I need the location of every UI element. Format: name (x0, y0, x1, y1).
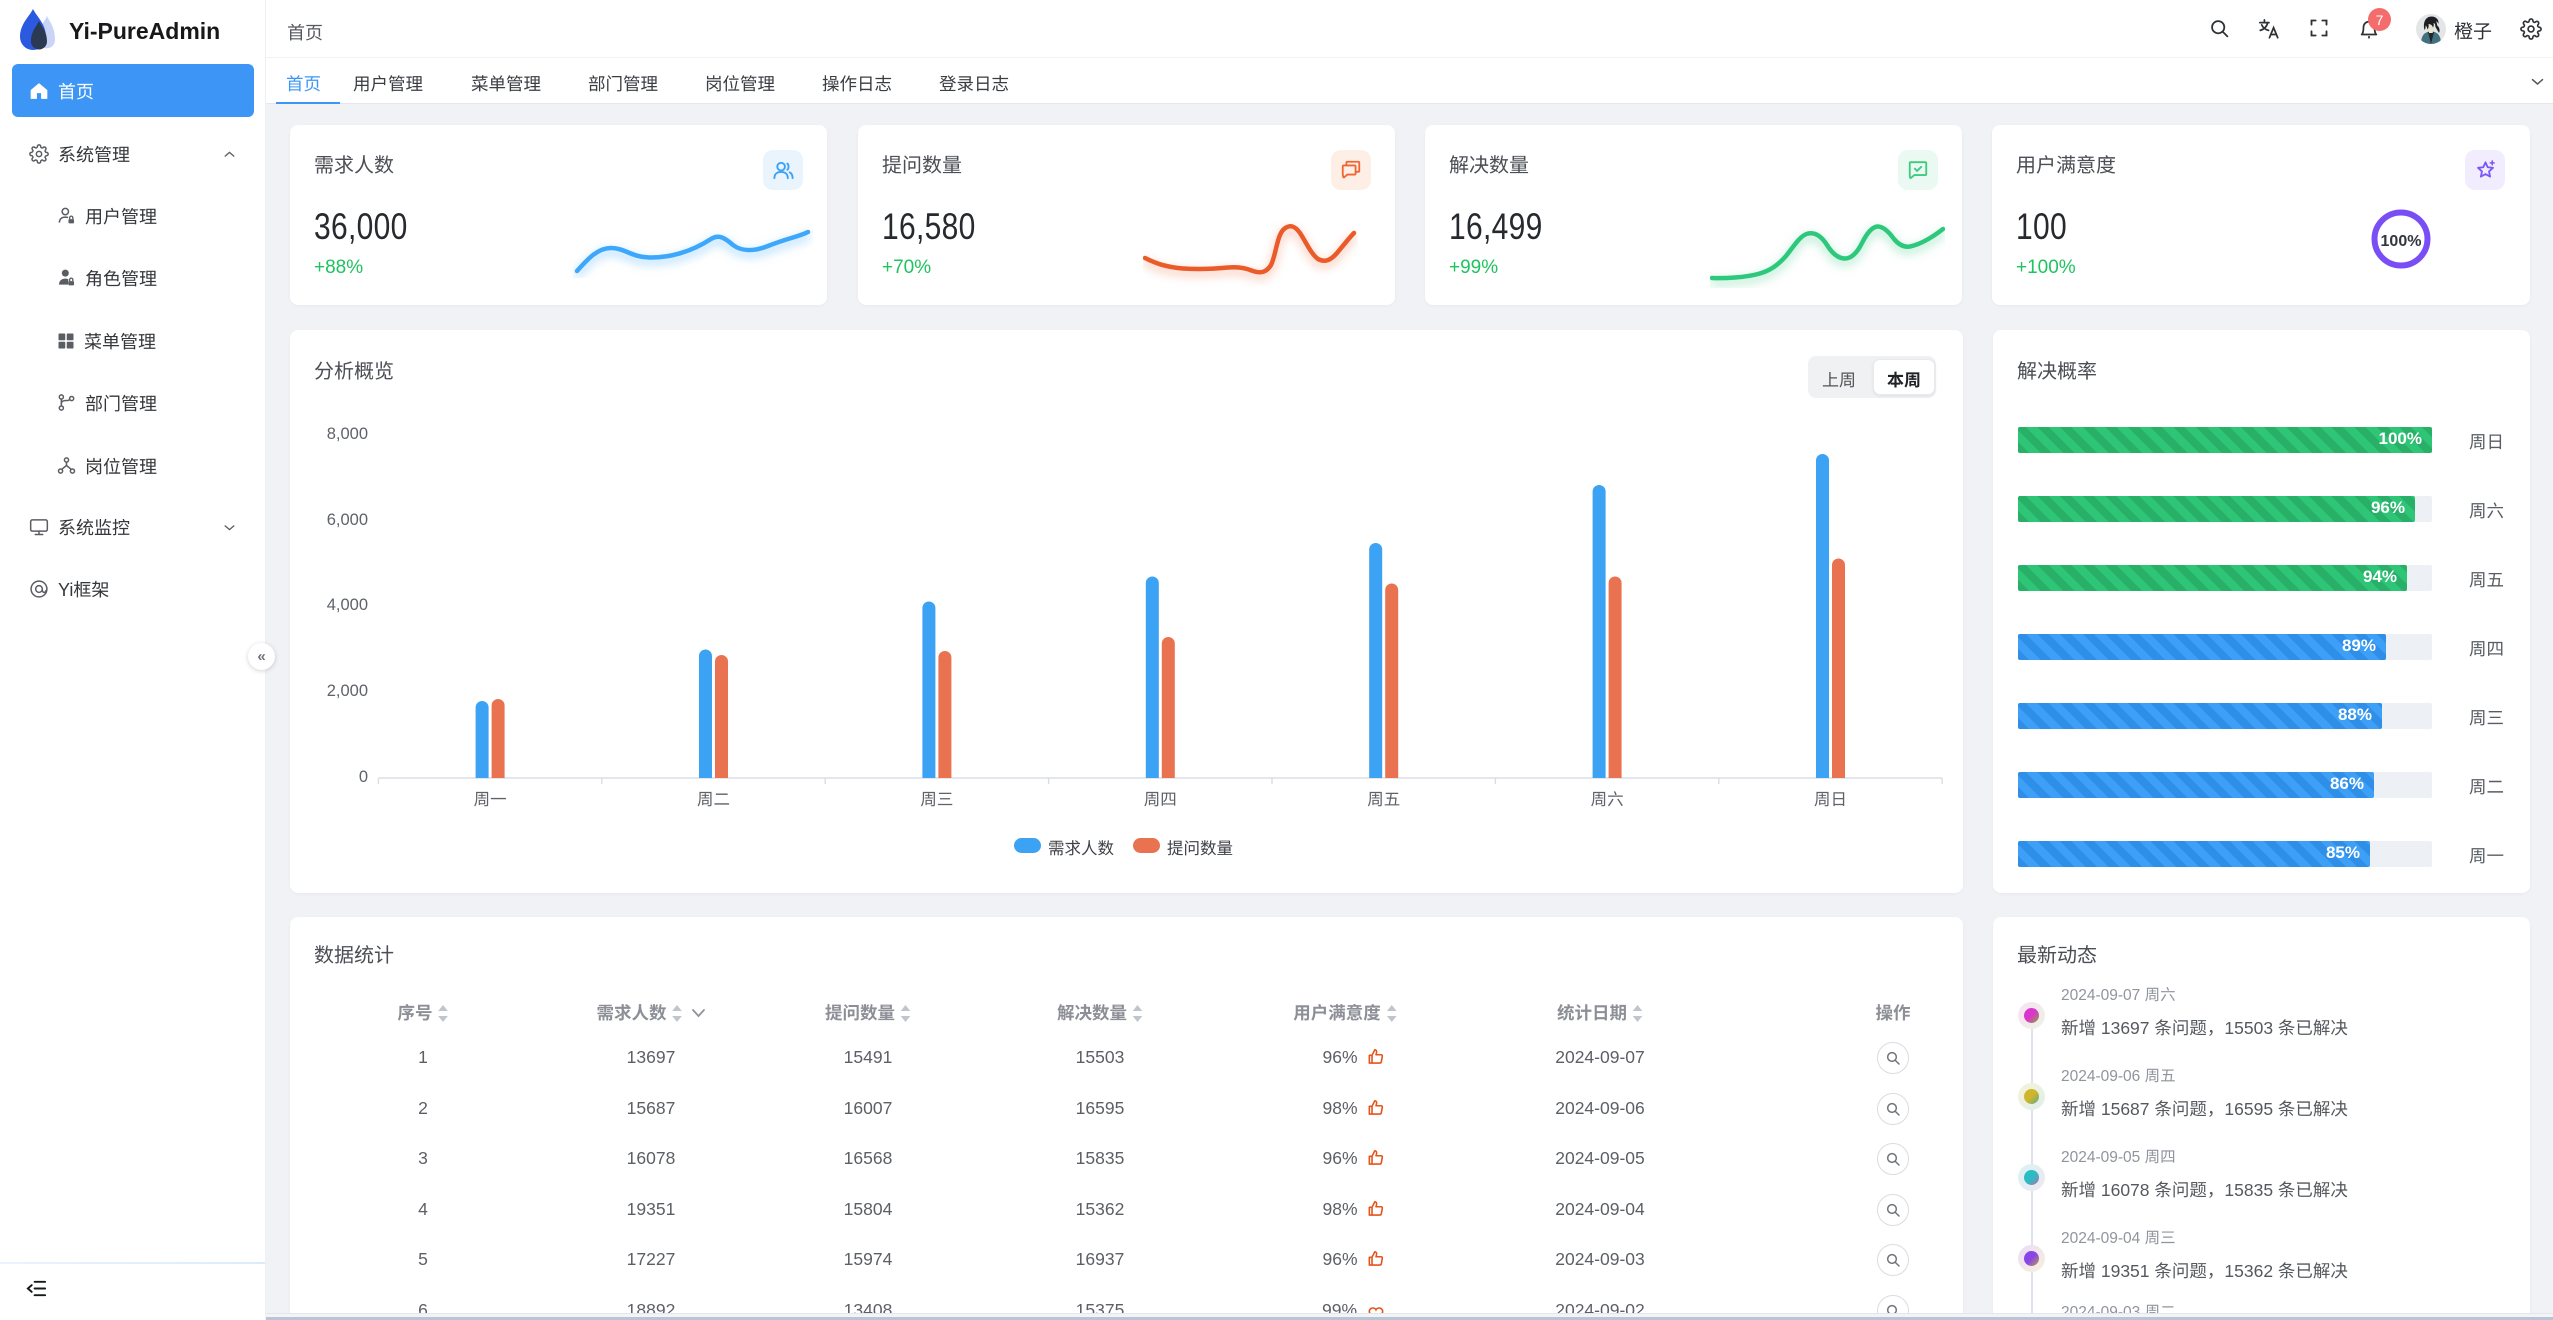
svg-text:100%: 100% (2381, 233, 2422, 250)
